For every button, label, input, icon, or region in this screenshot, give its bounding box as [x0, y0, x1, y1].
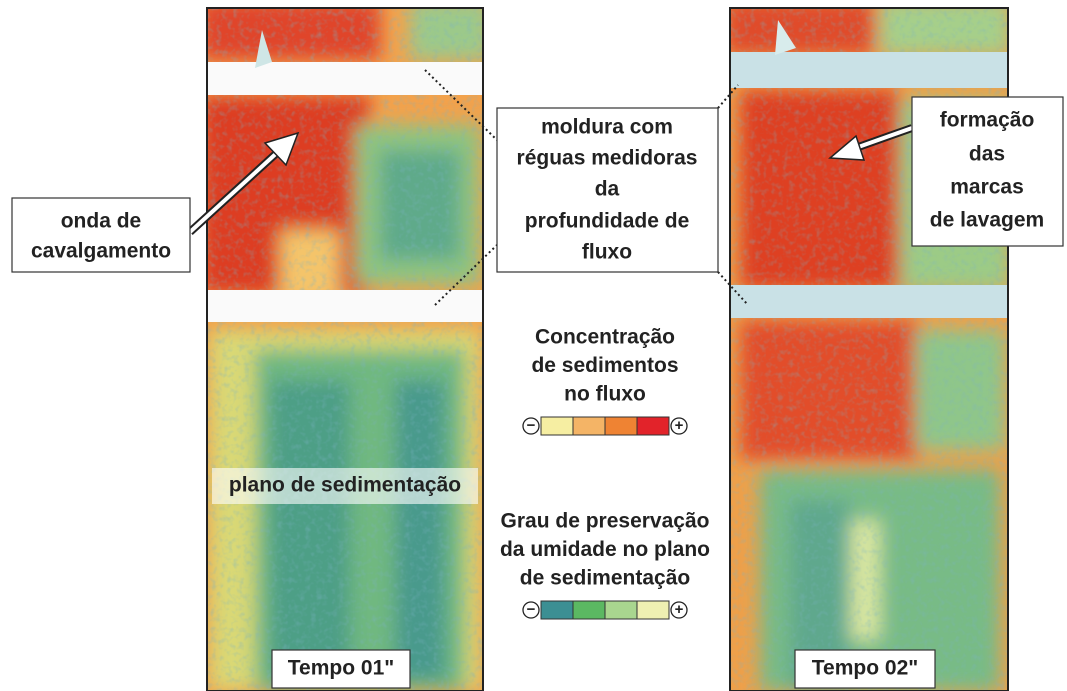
- annotation-text: moldura com: [541, 116, 673, 139]
- legend-title: Grau de preservação: [501, 510, 710, 533]
- annotation-text: marcas: [950, 176, 1024, 199]
- legend-swatch: [605, 601, 637, 619]
- annotation-text: da: [595, 178, 620, 201]
- legend-swatch: [573, 601, 605, 619]
- annotation-text: das: [969, 143, 1005, 166]
- legend-min: −: [527, 601, 536, 618]
- panel-inner-label: plano de sedimentação: [229, 474, 461, 497]
- legends: Concentração de sedimentos no fluxo − + Grau …: [500, 326, 710, 619]
- legend-swatch: [573, 417, 605, 435]
- legend-swatch: [637, 601, 669, 619]
- photo-panel-1: [200, 0, 490, 691]
- legend-title: no fluxo: [564, 383, 646, 406]
- legend-title: de sedimentos: [531, 354, 678, 377]
- legend-swatch: [541, 601, 573, 619]
- legend-swatch: [541, 417, 573, 435]
- annotation-text: profundidade de: [525, 210, 690, 233]
- annotation-text: fluxo: [582, 241, 632, 264]
- annotation-text: onda de: [61, 210, 142, 233]
- legend-title: da umidade no plano: [500, 538, 710, 561]
- legend-title: Concentração: [535, 326, 675, 349]
- legend-min: −: [527, 417, 536, 434]
- legend-max: +: [675, 601, 684, 618]
- legend-title: de sedimentação: [520, 567, 690, 590]
- panel-label: Tempo 02": [812, 657, 918, 680]
- annotation-text: réguas medidoras: [517, 147, 698, 170]
- legend-swatch: [637, 417, 669, 435]
- annotation-text: formação: [940, 109, 1035, 132]
- legend-swatch: [605, 417, 637, 435]
- figure: onda de cavalgamento moldura com réguas …: [0, 0, 1067, 691]
- annotation-text: cavalgamento: [31, 240, 171, 263]
- legend-max: +: [675, 417, 684, 434]
- panel-label: Tempo 01": [288, 657, 394, 680]
- annotation-text: de lavagem: [930, 209, 1044, 232]
